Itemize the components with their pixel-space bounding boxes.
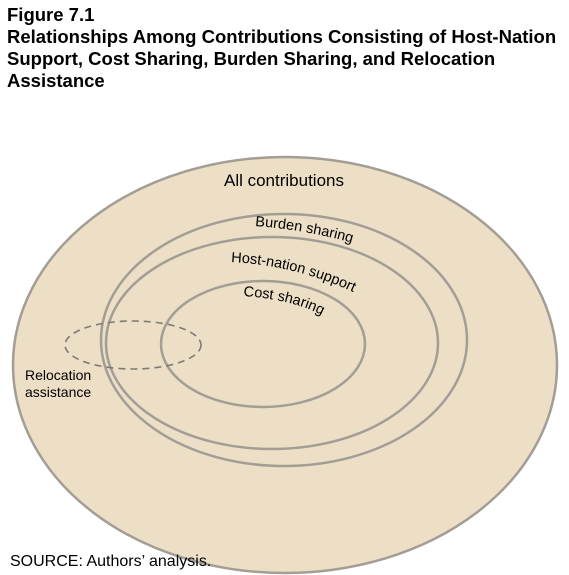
- figure-header: Figure 7.1 Relationships Among Contribut…: [7, 4, 563, 92]
- figure-title: Relationships Among Contributions Consis…: [7, 26, 557, 91]
- host-nation-support-ellipse: [104, 235, 440, 451]
- figure-number: Figure 7.1: [7, 4, 95, 25]
- source-note: SOURCE: Authors’ analysis.: [10, 553, 212, 570]
- relocation-assistance-label-line1: Relocation: [25, 367, 91, 383]
- all-contributions-ellipse: [11, 155, 559, 575]
- relocation-assistance-label-line2: assistance: [25, 384, 91, 400]
- cost-sharing-ellipse: [159, 279, 367, 409]
- relocation-assistance-ellipse: [64, 320, 202, 370]
- all-contributions-label: All contributions: [224, 171, 344, 190]
- burden-sharing-ellipse: [99, 212, 469, 468]
